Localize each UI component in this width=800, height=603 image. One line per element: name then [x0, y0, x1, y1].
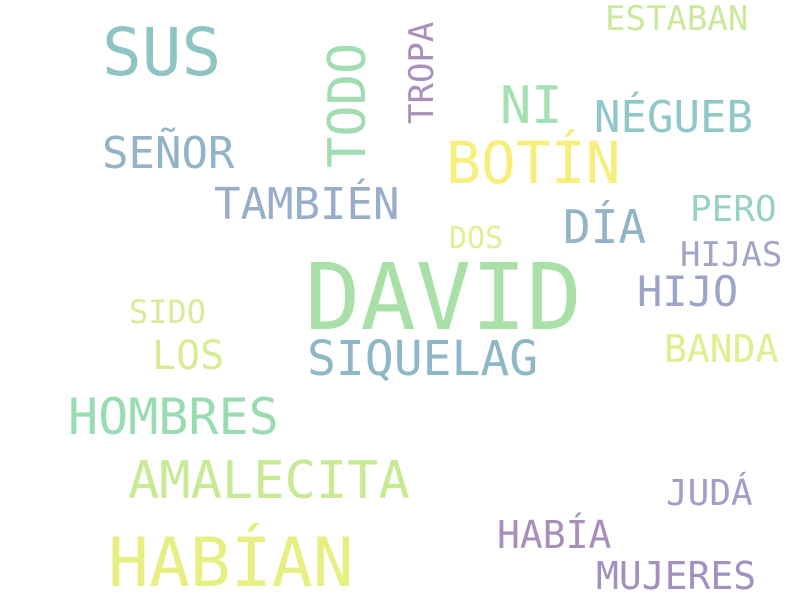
word-habia: HABÍA	[497, 513, 612, 557]
word-dia: DÍA	[563, 200, 647, 254]
word-dos: DOS	[449, 221, 504, 256]
word-sido: SIDO	[129, 293, 207, 331]
word-negueb: NÉGUEB	[594, 92, 753, 143]
word-sus: SUS	[102, 14, 222, 91]
word-habian: HABÍAN	[108, 524, 354, 603]
word-david: DAVID	[305, 244, 582, 351]
word-botin: BOTÍN	[446, 129, 621, 197]
word-los: LOS	[152, 333, 225, 379]
word-siquelag: SIQUELAG	[307, 331, 539, 387]
word-hijo: HIJO	[637, 267, 739, 316]
word-hombres: HOMBRES	[68, 388, 279, 446]
word-tambien: TAMBIÉN	[214, 179, 400, 230]
word-amalecita: AMALECITA	[128, 451, 410, 511]
word-mujeres: MUJERES	[596, 554, 757, 598]
word-todo: TODO	[318, 42, 378, 168]
word-banda: BANDA	[664, 327, 779, 371]
word-ni: NI	[500, 76, 563, 136]
word-estaban: ESTABAN	[605, 0, 749, 39]
word-pero: PERO	[690, 189, 777, 230]
word-tropa: TROPA	[402, 21, 442, 124]
word-senor: SEÑOR	[102, 128, 235, 179]
word-hijas: HIJAS	[680, 235, 783, 275]
word-juda: JUDÁ	[666, 473, 753, 514]
